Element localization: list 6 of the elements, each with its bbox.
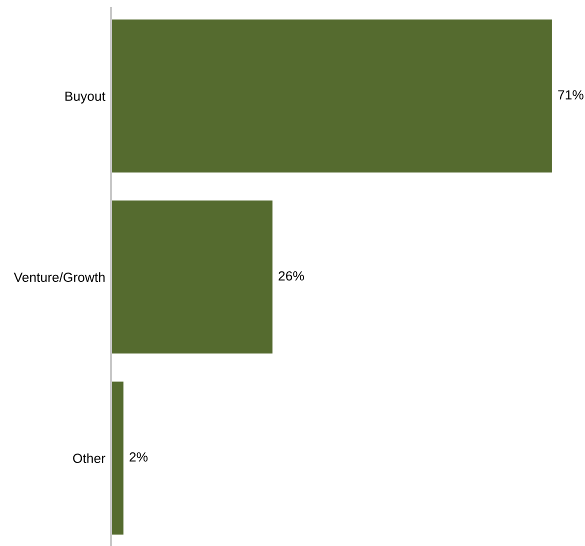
data-label: 71%	[558, 90, 584, 100]
data-label: 26%	[278, 271, 304, 281]
y-tick-label: Buyout	[65, 92, 106, 104]
y-tick-label: Venture/Growth	[14, 272, 105, 282]
data-label: 2%	[130, 452, 148, 462]
y-tick-label: Other	[73, 453, 106, 464]
